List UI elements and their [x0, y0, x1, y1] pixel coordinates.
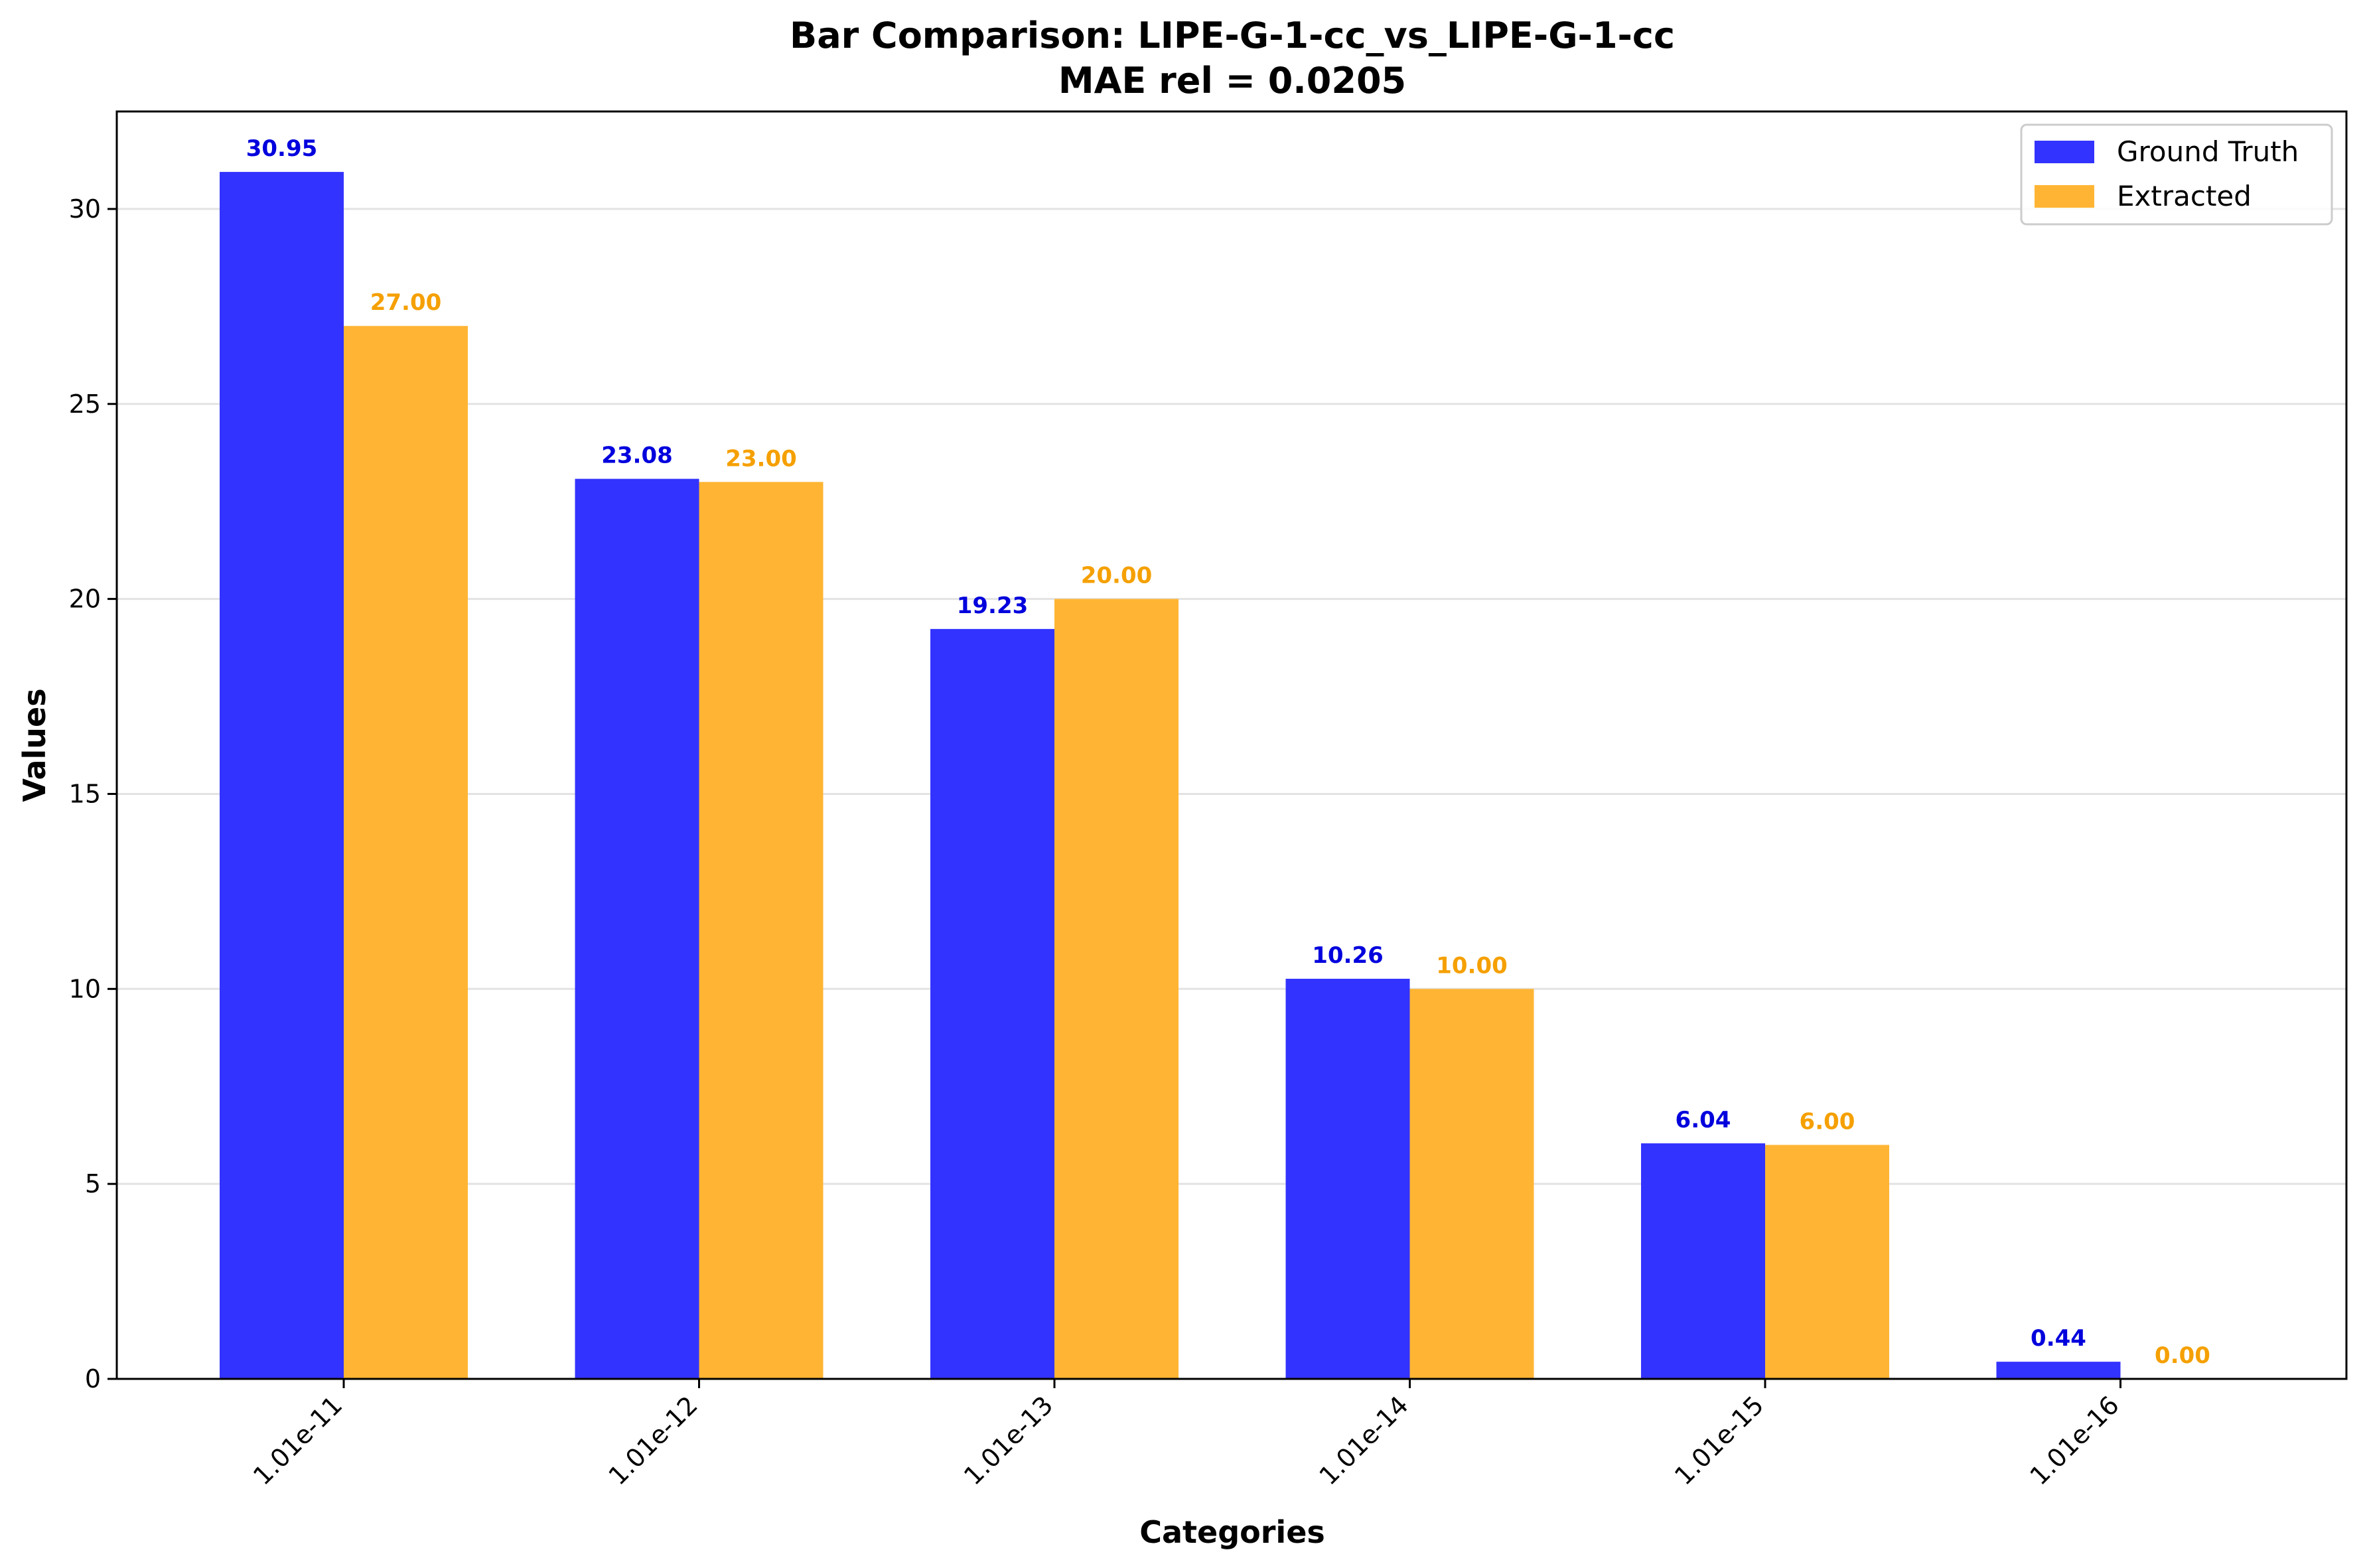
x-axis-label: Categories — [1139, 1514, 1325, 1550]
y-tick-label: 0 — [85, 1364, 101, 1393]
data-label: 23.08 — [601, 443, 673, 469]
legend-swatch-extracted — [2035, 185, 2094, 208]
x-tick-label: 1.01e-15 — [1669, 1390, 1769, 1490]
x-tick-label: 1.01e-12 — [603, 1390, 703, 1490]
y-tick-label: 25 — [69, 390, 101, 419]
data-label: 19.23 — [957, 593, 1029, 619]
bar-ground-truth — [930, 628, 1054, 1379]
y-tick-label: 5 — [85, 1169, 101, 1198]
bar-extracted — [1054, 599, 1179, 1379]
data-label: 20.00 — [1081, 563, 1153, 589]
data-label: 10.00 — [1436, 952, 1508, 979]
legend-swatch-ground-truth — [2035, 141, 2094, 163]
data-label: 6.00 — [1800, 1108, 1855, 1135]
y-tick-label: 10 — [69, 974, 101, 1003]
legend: Ground Truth Extracted — [2020, 123, 2333, 226]
grid-lines — [117, 208, 2346, 1185]
bar-ground-truth — [1996, 1362, 2121, 1379]
bar-ground-truth — [220, 172, 344, 1380]
bar-extracted — [344, 326, 468, 1380]
legend-label-ground-truth: Ground Truth — [2117, 135, 2299, 168]
data-label: 10.26 — [1312, 942, 1384, 969]
bar-extracted — [1765, 1145, 1889, 1379]
x-tick-label: 1.01e-14 — [1313, 1390, 1413, 1490]
bar-extracted — [1409, 989, 1534, 1379]
legend-frame — [2020, 123, 2333, 226]
data-label: 27.00 — [370, 289, 442, 316]
x-tick-label: 1.01e-11 — [248, 1390, 348, 1490]
x-tick-label: 1.01e-16 — [2024, 1390, 2124, 1490]
y-tick-label: 15 — [69, 779, 101, 808]
y-ticks: 0 5 10 15 20 25 30 — [69, 194, 117, 1393]
data-label: 30.95 — [246, 135, 318, 162]
bar-ground-truth — [575, 478, 699, 1379]
y-axis-label: Values — [17, 688, 52, 802]
data-label: 0.44 — [2031, 1325, 2086, 1352]
data-label: 6.04 — [1676, 1107, 1731, 1133]
x-ticks: 1.01e-11 1.01e-12 1.01e-13 1.01e-14 1.01e-15… — [248, 1379, 2125, 1491]
bars — [220, 172, 2121, 1380]
chart-subtitle: MAE rel = 0.0205 — [1058, 60, 1406, 102]
data-labels: 30.95 27.00 23.08 23.00 19.23 20.00 10.26 10.00… — [246, 135, 2210, 1369]
bar-extracted — [699, 482, 824, 1380]
x-tick-label: 1.01e-13 — [958, 1390, 1058, 1490]
bar-ground-truth — [1641, 1143, 1765, 1379]
bar-ground-truth — [1285, 979, 1410, 1379]
legend-label-extracted: Extracted — [2117, 180, 2252, 212]
chart-title: Bar Comparison: LIPE-G-1-cc_vs_LIPE-G-1-… — [790, 15, 1675, 56]
data-label: 23.00 — [725, 445, 797, 472]
plot-frame — [115, 110, 2348, 1380]
data-label: 0.00 — [2155, 1342, 2210, 1369]
y-tick-label: 20 — [69, 585, 101, 614]
y-tick-label: 30 — [69, 194, 101, 224]
